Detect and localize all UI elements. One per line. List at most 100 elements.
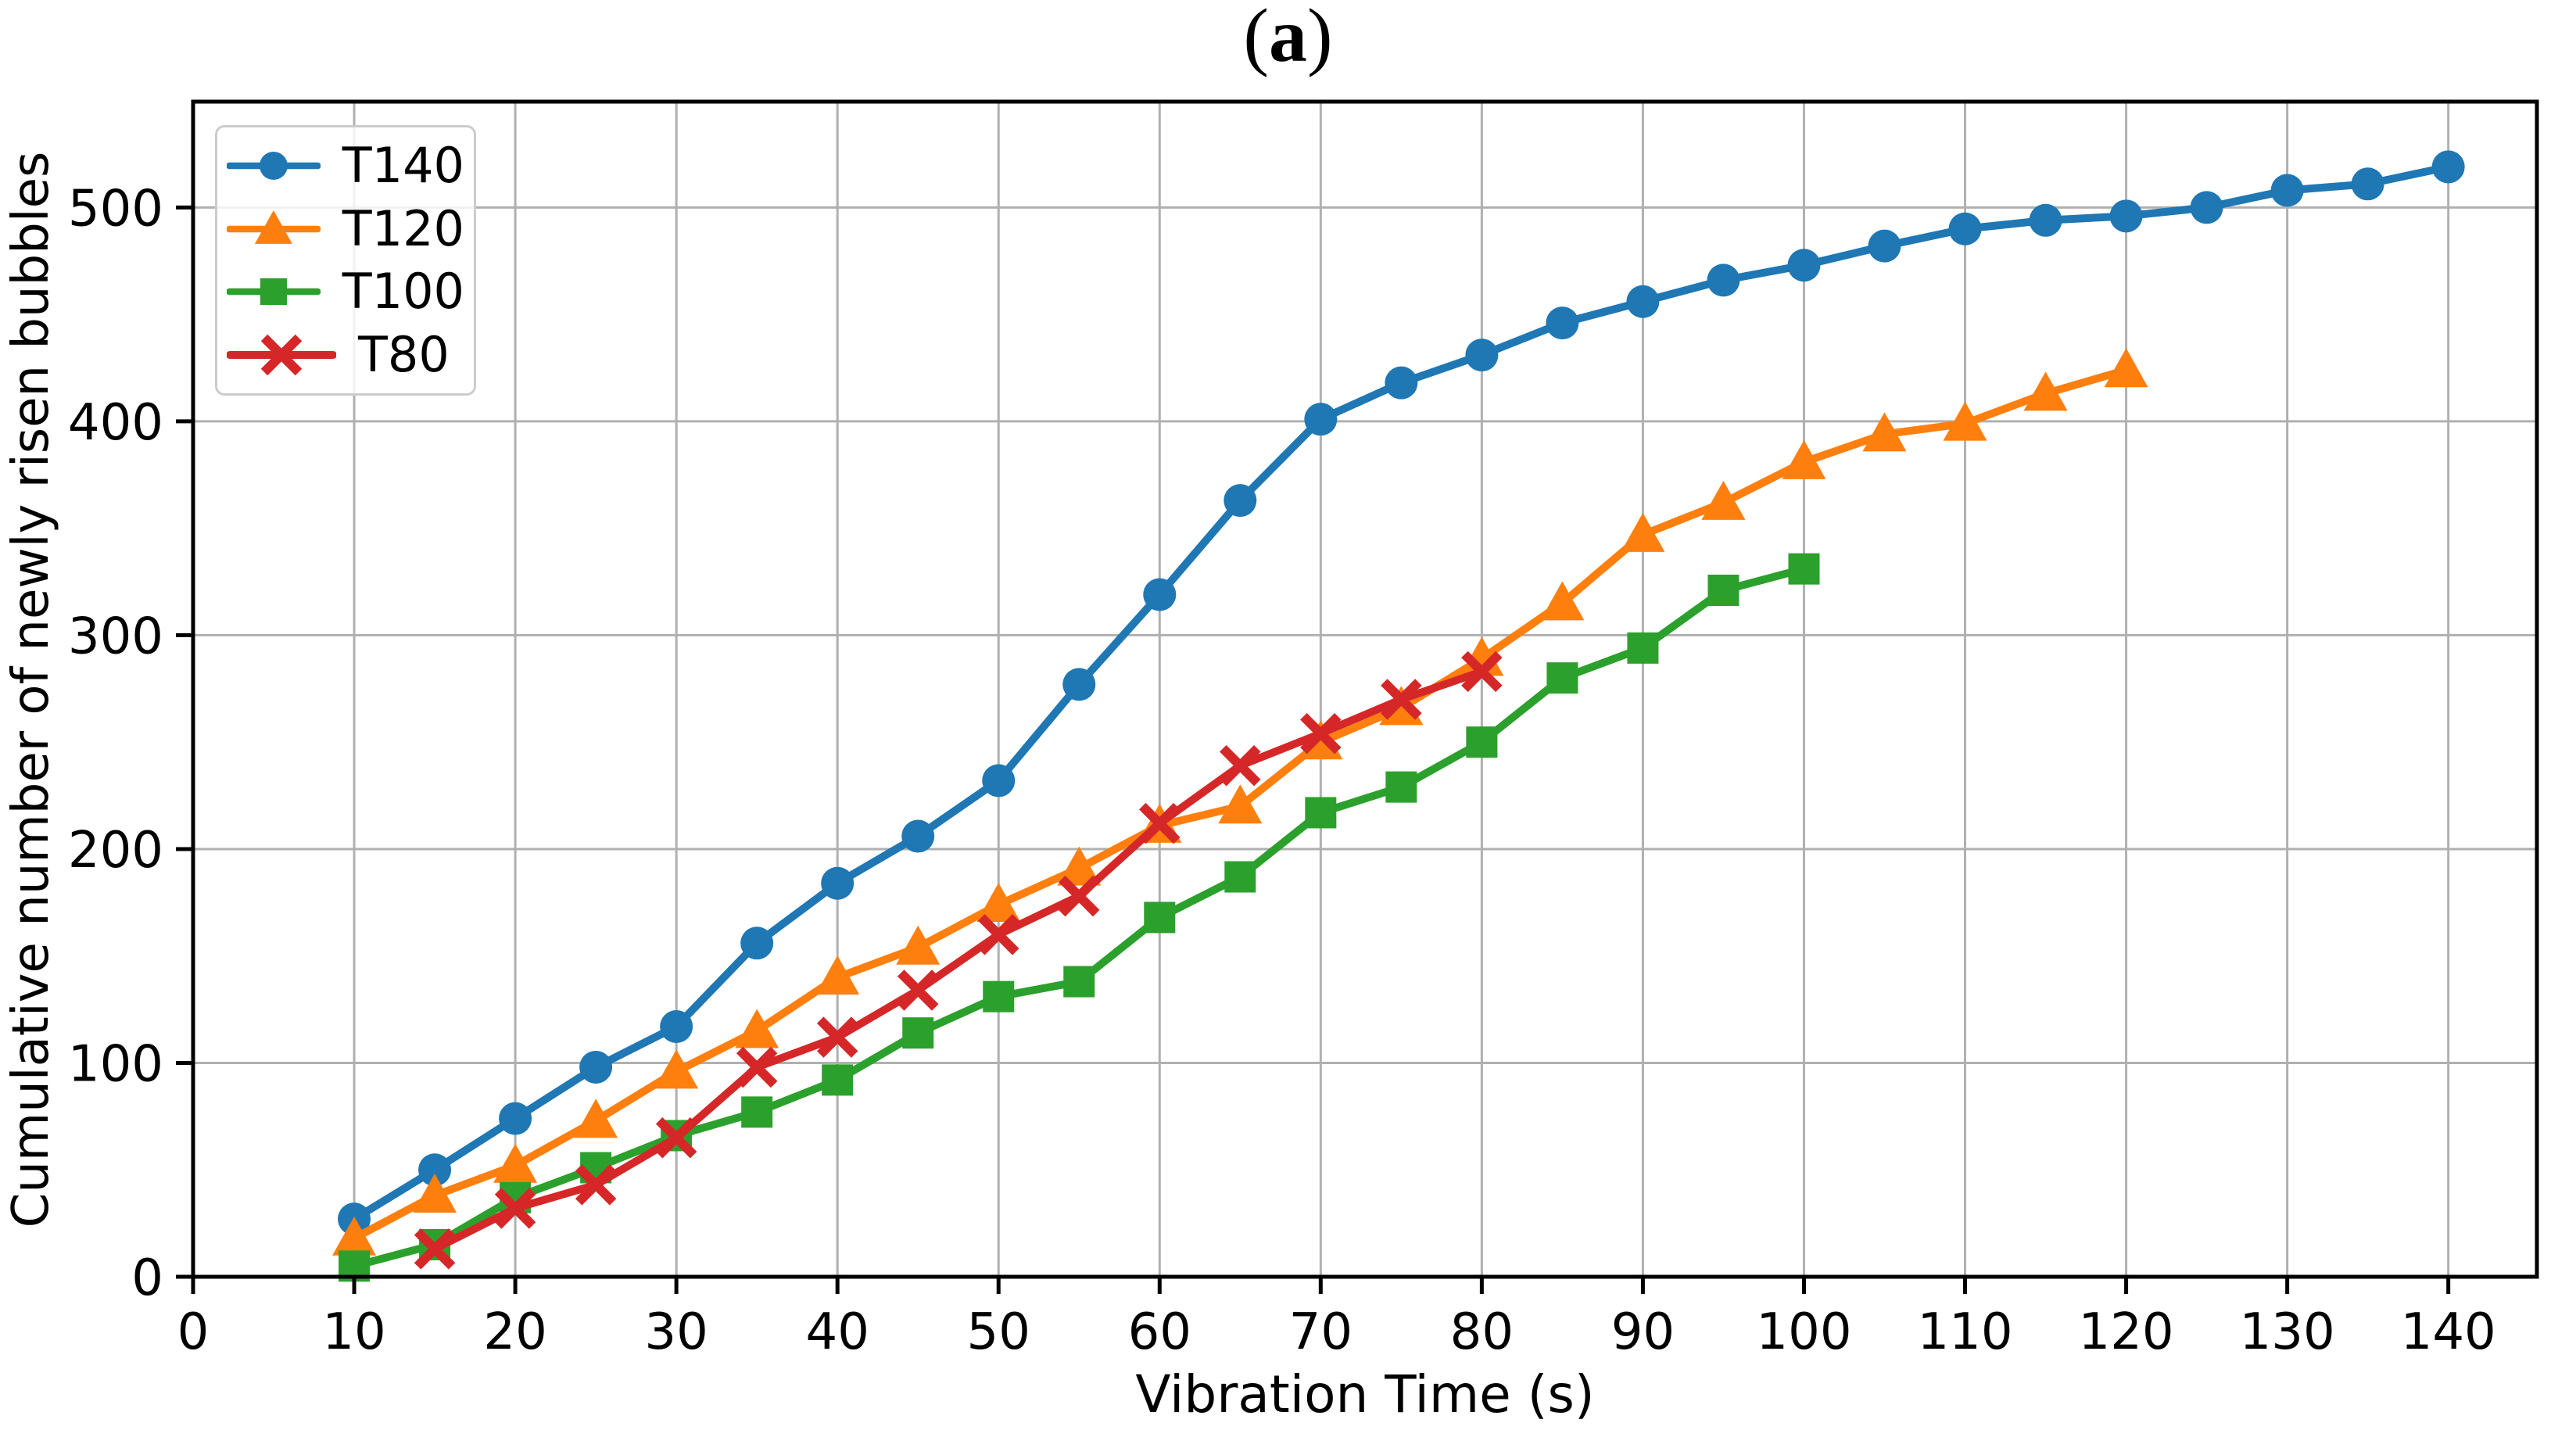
x-tick-label-140: 140 xyxy=(2401,1303,2496,1361)
series-T140-markers xyxy=(338,150,2465,1236)
series-T80-markers xyxy=(414,650,1503,1270)
x-tick-label-60: 60 xyxy=(1128,1303,1191,1361)
data-point-marker xyxy=(332,1216,377,1256)
data-point-marker xyxy=(736,1046,778,1088)
data-point-marker xyxy=(254,210,292,244)
data-point-marker xyxy=(2190,191,2223,224)
data-point-marker xyxy=(1540,581,1585,621)
data-point-marker xyxy=(1943,401,1987,441)
data-point-marker xyxy=(260,334,303,376)
y-tick-label-500: 500 xyxy=(68,180,163,238)
data-point-marker xyxy=(741,1096,773,1128)
series-layer xyxy=(332,150,2465,1282)
data-point-marker xyxy=(1385,771,1417,803)
legend-item-T80: T80 xyxy=(227,324,464,386)
figure-label-open-paren: ( xyxy=(1243,0,1269,78)
data-point-marker xyxy=(1626,285,1660,318)
x-tick-label-10: 10 xyxy=(322,1303,385,1361)
series-T100-markers xyxy=(339,553,1820,1282)
data-point-marker xyxy=(1059,875,1100,917)
data-point-marker xyxy=(740,926,774,960)
data-point-marker xyxy=(1381,679,1422,720)
y-axis-title: Cumulative number of newly risen bubbles xyxy=(2,151,60,1228)
circle-marker-swatch-icon xyxy=(227,151,321,180)
x-tick-label-50: 50 xyxy=(967,1303,1030,1361)
data-point-marker xyxy=(1707,263,1740,297)
data-point-marker xyxy=(1466,726,1498,758)
data-point-marker xyxy=(822,1064,854,1096)
data-point-marker xyxy=(902,1017,934,1049)
data-point-marker xyxy=(2023,371,2068,411)
triangle-marker-swatch-icon xyxy=(227,210,321,244)
data-point-marker xyxy=(1788,553,1820,585)
data-point-marker xyxy=(976,883,1021,923)
legend-item-T120: T120 xyxy=(227,198,464,260)
data-point-marker xyxy=(1627,632,1659,664)
data-point-marker xyxy=(2109,199,2143,233)
data-point-marker xyxy=(493,1143,538,1183)
data-point-marker xyxy=(2351,167,2384,201)
data-point-marker xyxy=(1465,339,1499,372)
data-point-marker xyxy=(1862,412,1907,452)
data-point-marker xyxy=(1868,229,1901,263)
x-axis-title: Vibration Time (s) xyxy=(1135,1364,1595,1425)
data-point-marker xyxy=(1546,662,1578,694)
data-point-marker xyxy=(1224,861,1256,893)
data-point-marker xyxy=(1621,512,1665,552)
data-point-marker xyxy=(1461,650,1503,693)
y-tick-label-400: 400 xyxy=(68,394,163,452)
data-point-marker xyxy=(499,1102,532,1135)
data-point-marker xyxy=(1304,403,1338,436)
plot-border xyxy=(191,99,2539,1279)
x-tick-label-130: 130 xyxy=(2240,1303,2335,1361)
axes-layer xyxy=(176,99,2539,1294)
x-tick-label-20: 20 xyxy=(483,1303,546,1361)
legend-item-T100: T100 xyxy=(227,260,464,323)
y-tick-label-0: 0 xyxy=(131,1249,163,1307)
data-point-marker xyxy=(414,1228,456,1270)
square-marker-swatch-icon xyxy=(227,278,321,306)
data-point-marker xyxy=(1139,802,1181,844)
x-tick-label-120: 120 xyxy=(2078,1303,2173,1361)
data-point-marker xyxy=(1063,966,1095,998)
legend-label-T100: T100 xyxy=(342,263,464,321)
figure-label-letter: a xyxy=(1269,0,1307,78)
data-point-marker xyxy=(260,278,288,306)
y-tick-label-100: 100 xyxy=(68,1035,163,1093)
figure-label-close-paren: ) xyxy=(1307,0,1333,78)
series-T80 xyxy=(414,650,1503,1270)
data-point-marker xyxy=(1224,484,1257,518)
data-point-marker xyxy=(655,1116,697,1159)
data-point-marker xyxy=(654,1049,699,1089)
data-point-marker xyxy=(1546,306,1579,340)
data-point-marker xyxy=(2104,348,2148,388)
data-point-marker xyxy=(816,1016,858,1058)
x-tick-label-90: 90 xyxy=(1611,1303,1675,1361)
data-point-marker xyxy=(2431,150,2465,184)
data-point-marker xyxy=(2029,203,2062,237)
data-point-marker xyxy=(1144,901,1176,934)
y-tick-label-300: 300 xyxy=(68,607,163,665)
figure-panel-label: (a) xyxy=(0,0,2576,81)
data-point-marker xyxy=(1305,797,1337,829)
x-tick-label-100: 100 xyxy=(1756,1303,1851,1361)
y-tick-label-200: 200 xyxy=(68,822,163,880)
data-point-marker xyxy=(821,866,854,900)
data-point-marker xyxy=(1220,745,1261,787)
x-tick-label-70: 70 xyxy=(1289,1303,1352,1361)
data-point-marker xyxy=(1057,846,1102,886)
x-marker-swatch-icon xyxy=(227,334,336,376)
data-point-marker xyxy=(1218,784,1263,824)
data-point-marker xyxy=(1062,668,1096,701)
legend: T140 T120 T100 T80 xyxy=(215,125,476,396)
data-point-marker xyxy=(413,1174,457,1213)
series-T100 xyxy=(339,553,1820,1282)
legend-label-T80: T80 xyxy=(358,326,450,384)
data-point-marker xyxy=(1701,480,1746,520)
data-point-marker xyxy=(2270,174,2304,207)
legend-item-T140: T140 xyxy=(227,134,464,197)
data-point-marker xyxy=(983,980,1015,1012)
data-point-marker xyxy=(418,1153,452,1187)
data-point-marker xyxy=(574,1098,618,1138)
